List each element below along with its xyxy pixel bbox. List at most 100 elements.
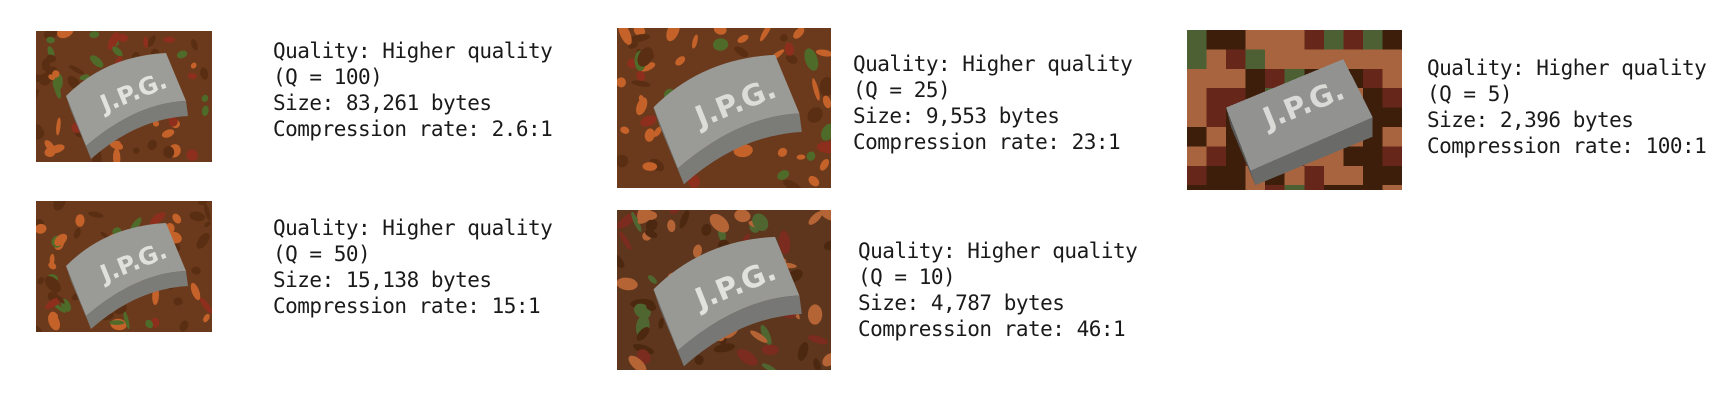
compression-block: [1304, 165, 1324, 186]
q-value: (Q = 100): [273, 65, 383, 89]
leaf-texture: [804, 48, 819, 71]
leaf-texture: [198, 201, 208, 206]
leaf-texture: [633, 28, 646, 37]
leaf-texture: [643, 52, 655, 61]
leaf-texture: [133, 147, 140, 154]
leaf-texture: [43, 31, 57, 40]
leaf-texture: [163, 146, 175, 159]
compression-block: [1362, 49, 1383, 69]
leaf-texture: [761, 344, 779, 356]
compression-block: [1226, 68, 1246, 89]
leaf-texture: [203, 313, 210, 323]
leaf-texture: [73, 227, 81, 239]
compression-block: [1323, 185, 1344, 190]
leaf-texture: [191, 266, 201, 275]
leaf-texture: [636, 70, 646, 82]
q-value: (Q = 10): [858, 265, 956, 289]
leaf-texture: [168, 116, 178, 127]
leaf-texture: [123, 310, 130, 329]
size-label: Size: 9,553 bytes: [853, 104, 1060, 128]
sample-caption: Quality: Higher quality (Q = 25) Size: 9…: [853, 51, 1133, 155]
leaf-texture: [617, 277, 638, 291]
leaf-texture: [204, 221, 211, 228]
leaf-texture: [823, 240, 831, 251]
leaf-texture: [713, 343, 736, 353]
leaf-texture: [37, 277, 45, 285]
leaf-texture: [692, 34, 698, 49]
leaf-texture: [109, 320, 125, 325]
quality-label: Quality: Higher quality: [273, 39, 553, 63]
leaf-texture: [161, 129, 175, 138]
leaf-texture: [760, 28, 773, 42]
compression-block: [1206, 126, 1227, 147]
leaf-texture: [797, 341, 809, 361]
leaf-texture: [44, 276, 61, 293]
leaf-texture: [45, 297, 62, 309]
compression-block: [1382, 88, 1402, 108]
leaf-texture: [822, 353, 831, 367]
leaf-texture: [736, 348, 758, 366]
leaf-texture: [48, 262, 57, 270]
quality-label: Quality: Higher quality: [858, 239, 1138, 263]
leaf-texture: [90, 55, 104, 68]
compression-block: [1362, 88, 1383, 108]
leaf-texture: [641, 210, 658, 221]
leaf-texture: [112, 46, 123, 57]
leaf-texture: [815, 49, 831, 57]
leaf-texture: [777, 147, 788, 157]
size-label: Size: 15,138 bytes: [273, 268, 492, 292]
leaf-texture: [667, 219, 676, 233]
leaf-texture: [760, 324, 772, 346]
compression-block: [1187, 30, 1207, 50]
compression-block: [1265, 30, 1285, 50]
gravestone-photo-q100: J.P.G.: [36, 31, 212, 162]
leaf-texture: [796, 154, 806, 160]
compression-block: [1343, 49, 1363, 69]
compression-block: [1206, 30, 1227, 50]
compression-block: [1362, 146, 1383, 166]
leaf-texture: [107, 31, 120, 50]
leaf-texture: [644, 128, 655, 142]
compression-block: [1187, 126, 1207, 147]
leaf-texture: [36, 323, 43, 332]
compression-block: [1265, 49, 1285, 69]
leaf-texture: [186, 149, 198, 161]
leaf-texture: [48, 313, 60, 331]
leaf-texture: [646, 302, 657, 311]
compression-block: [1323, 30, 1344, 50]
leaf-texture: [666, 28, 680, 42]
gravestone-photo-q25: J.P.G.: [617, 28, 831, 188]
compression-block: [1226, 185, 1246, 190]
leaf-texture: [808, 175, 820, 187]
compression-block: [1304, 30, 1324, 50]
leaf-texture: [675, 56, 686, 66]
leaf-texture: [49, 144, 65, 154]
leaf-texture: [653, 126, 662, 137]
gravestone-photo-q5: J.P.G.: [1187, 30, 1402, 190]
leaf-texture: [152, 120, 160, 127]
leaf-texture: [53, 201, 66, 211]
leaf-texture: [39, 73, 52, 86]
compression-block: [1343, 30, 1363, 50]
compression-block: [1343, 146, 1363, 166]
leaf-texture: [750, 330, 768, 343]
leaf-texture: [56, 295, 65, 304]
leaf-texture: [806, 151, 816, 161]
leaf-texture: [41, 58, 51, 72]
compression-block: [1245, 30, 1266, 50]
leaf-texture: [147, 139, 157, 151]
leaf-texture: [628, 42, 639, 49]
compression-block: [1265, 68, 1285, 89]
compression-block: [1382, 30, 1402, 50]
size-label: Size: 2,396 bytes: [1427, 108, 1634, 132]
leaf-texture: [54, 233, 68, 247]
leaf-texture: [734, 46, 749, 58]
leaf-texture: [694, 354, 704, 365]
leaf-texture: [199, 297, 212, 314]
compression-block: [1206, 165, 1227, 186]
compression-block: [1343, 165, 1363, 186]
leaf-texture: [819, 77, 831, 97]
compression-block: [1382, 107, 1402, 127]
leaf-texture: [618, 28, 632, 45]
leaf-texture: [816, 141, 831, 154]
